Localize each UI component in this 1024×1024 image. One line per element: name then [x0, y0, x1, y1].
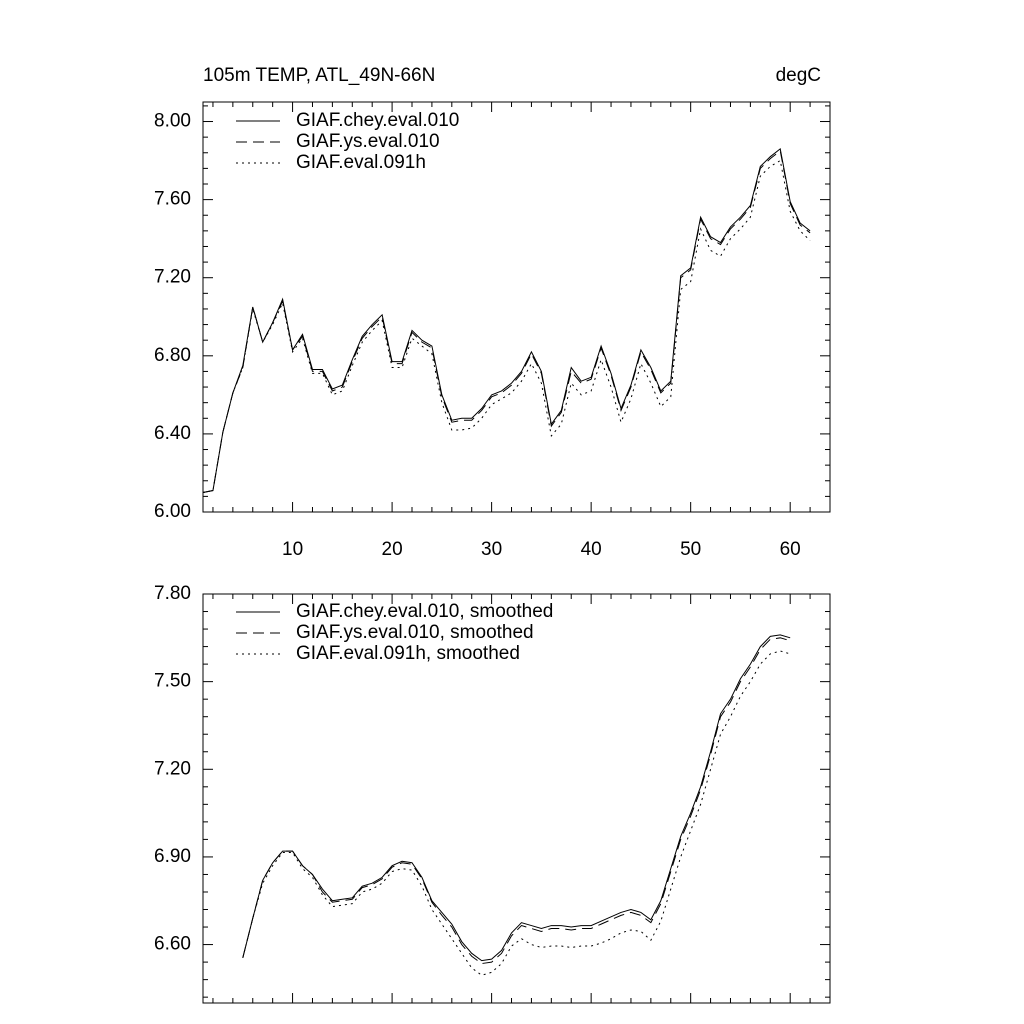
x-tick-label: 30 — [481, 539, 502, 560]
y-tick-label: 7.60 — [154, 189, 191, 210]
plot-frame — [202, 101, 831, 513]
series-line — [242, 637, 791, 965]
series-line — [202, 149, 811, 493]
legend-label: GIAF.eval.091h — [296, 152, 426, 173]
x-tick-label: 60 — [780, 539, 801, 560]
y-tick-label: 7.80 — [154, 583, 191, 604]
legend-label: GIAF.eval.091h, smoothed — [296, 643, 520, 664]
x-tick-label: 20 — [382, 539, 403, 560]
y-tick-label: 7.20 — [154, 267, 191, 288]
y-tick-label: 6.60 — [154, 934, 191, 955]
x-tick-label: 40 — [581, 539, 602, 560]
y-tick-label: 6.90 — [154, 846, 191, 867]
units-label: degC — [776, 65, 821, 86]
series-line — [202, 159, 811, 493]
legend-label: GIAF.chey.eval.010, smoothed — [296, 601, 553, 622]
legend-label: GIAF.chey.eval.010 — [296, 110, 459, 131]
y-tick-label: 6.80 — [154, 345, 191, 366]
series-line — [202, 147, 811, 493]
y-tick-label: 8.00 — [154, 111, 191, 132]
y-tick-label: 6.40 — [154, 423, 191, 444]
plot-frame — [202, 593, 831, 1004]
x-tick-label: 50 — [680, 539, 701, 560]
y-tick-label: 7.20 — [154, 758, 191, 779]
legend-label: GIAF.ys.eval.010, smoothed — [296, 622, 534, 643]
x-tick-label: 10 — [282, 539, 303, 560]
legend-label: GIAF.ys.eval.010 — [296, 131, 440, 152]
y-tick-label: 6.00 — [154, 501, 191, 522]
series-line — [242, 650, 791, 976]
y-tick-label: 7.50 — [154, 671, 191, 692]
series-line — [242, 634, 791, 962]
chart-title: 105m TEMP, ATL_49N-66N — [203, 65, 435, 86]
